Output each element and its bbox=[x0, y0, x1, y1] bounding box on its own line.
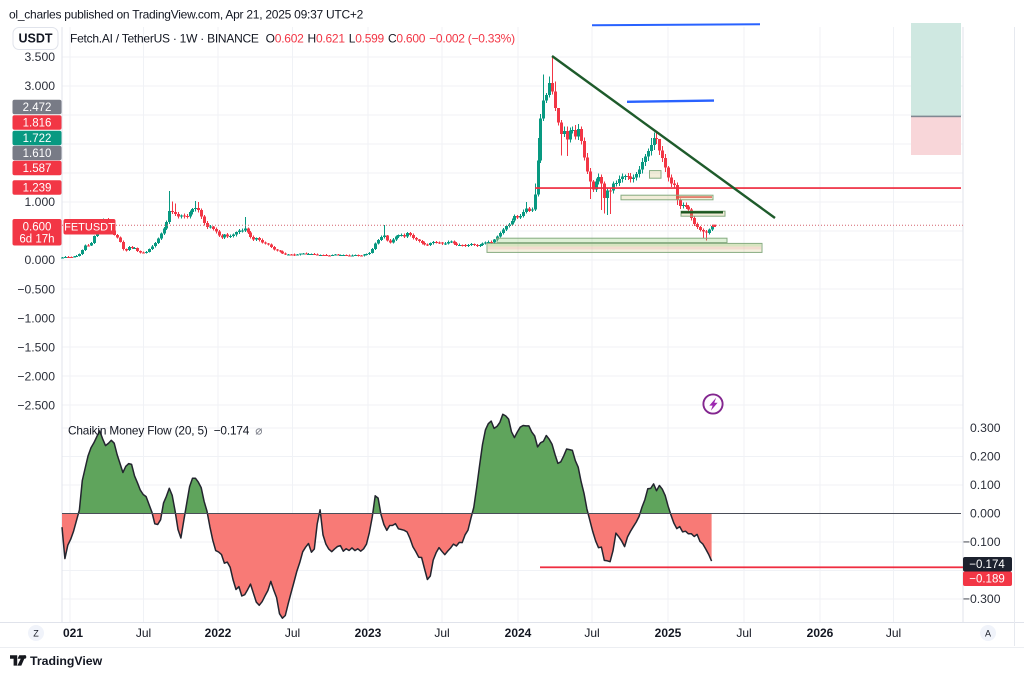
svg-text:−0.174: −0.174 bbox=[969, 559, 1005, 571]
svg-text:ol_charles published on Tradin: ol_charles published on TradingView.com,… bbox=[9, 8, 364, 22]
svg-text:1.239: 1.239 bbox=[23, 183, 52, 195]
svg-text:0.100: 0.100 bbox=[970, 478, 1001, 492]
svg-text:Jul: Jul bbox=[434, 626, 449, 640]
svg-text:−1.000: −1.000 bbox=[17, 312, 55, 326]
svg-text:1.816: 1.816 bbox=[23, 118, 52, 130]
svg-text:Jul: Jul bbox=[736, 626, 751, 640]
svg-text:Chaikin Money Flow (20, 5)−0.1: Chaikin Money Flow (20, 5) −0.174 ⌀ bbox=[68, 424, 262, 438]
svg-text:USDT: USDT bbox=[18, 32, 52, 46]
svg-text:Z: Z bbox=[33, 629, 39, 639]
svg-text:Jul: Jul bbox=[285, 626, 300, 640]
svg-text:Jul: Jul bbox=[584, 626, 599, 640]
svg-text:−0.100: −0.100 bbox=[963, 535, 1001, 549]
svg-text:−0.300: −0.300 bbox=[963, 592, 1001, 606]
svg-text:6d 17h: 6d 17h bbox=[19, 234, 54, 246]
svg-text:2024: 2024 bbox=[505, 626, 532, 640]
svg-text:Fetch.AI / TetherUS · 1W · BIN: Fetch.AI / TetherUS · 1W · BINANCE O0.602… bbox=[70, 32, 515, 46]
svg-text:3.000: 3.000 bbox=[25, 79, 56, 93]
svg-text:FETUSDT: FETUSDT bbox=[64, 222, 115, 234]
svg-text:021: 021 bbox=[63, 626, 83, 640]
svg-text:0.300: 0.300 bbox=[970, 421, 1001, 435]
svg-text:3.500: 3.500 bbox=[25, 50, 56, 64]
svg-text:2022: 2022 bbox=[205, 626, 232, 640]
svg-text:0.600: 0.600 bbox=[23, 222, 52, 234]
svg-text:0.000: 0.000 bbox=[25, 253, 56, 267]
svg-text:Jul: Jul bbox=[136, 626, 151, 640]
svg-text:1.610: 1.610 bbox=[23, 148, 52, 160]
svg-text:0.200: 0.200 bbox=[970, 450, 1001, 464]
svg-text:1.722: 1.722 bbox=[23, 133, 52, 145]
svg-text:2025: 2025 bbox=[655, 626, 682, 640]
svg-text:1.587: 1.587 bbox=[23, 163, 52, 175]
svg-text:−2.000: −2.000 bbox=[17, 370, 55, 384]
svg-text:A: A bbox=[985, 629, 991, 639]
svg-text:2023: 2023 bbox=[355, 626, 382, 640]
svg-text:−1.500: −1.500 bbox=[17, 341, 55, 355]
svg-text:Jul: Jul bbox=[886, 626, 901, 640]
svg-text:2026: 2026 bbox=[807, 626, 834, 640]
svg-text:−0.500: −0.500 bbox=[17, 283, 55, 297]
svg-text:0.000: 0.000 bbox=[970, 507, 1001, 521]
svg-text:1.000: 1.000 bbox=[25, 195, 56, 209]
svg-text:TradingView: TradingView bbox=[30, 654, 103, 668]
svg-text:−0.189: −0.189 bbox=[969, 574, 1005, 586]
svg-text:2.472: 2.472 bbox=[23, 102, 52, 114]
svg-text:−2.500: −2.500 bbox=[17, 399, 55, 413]
